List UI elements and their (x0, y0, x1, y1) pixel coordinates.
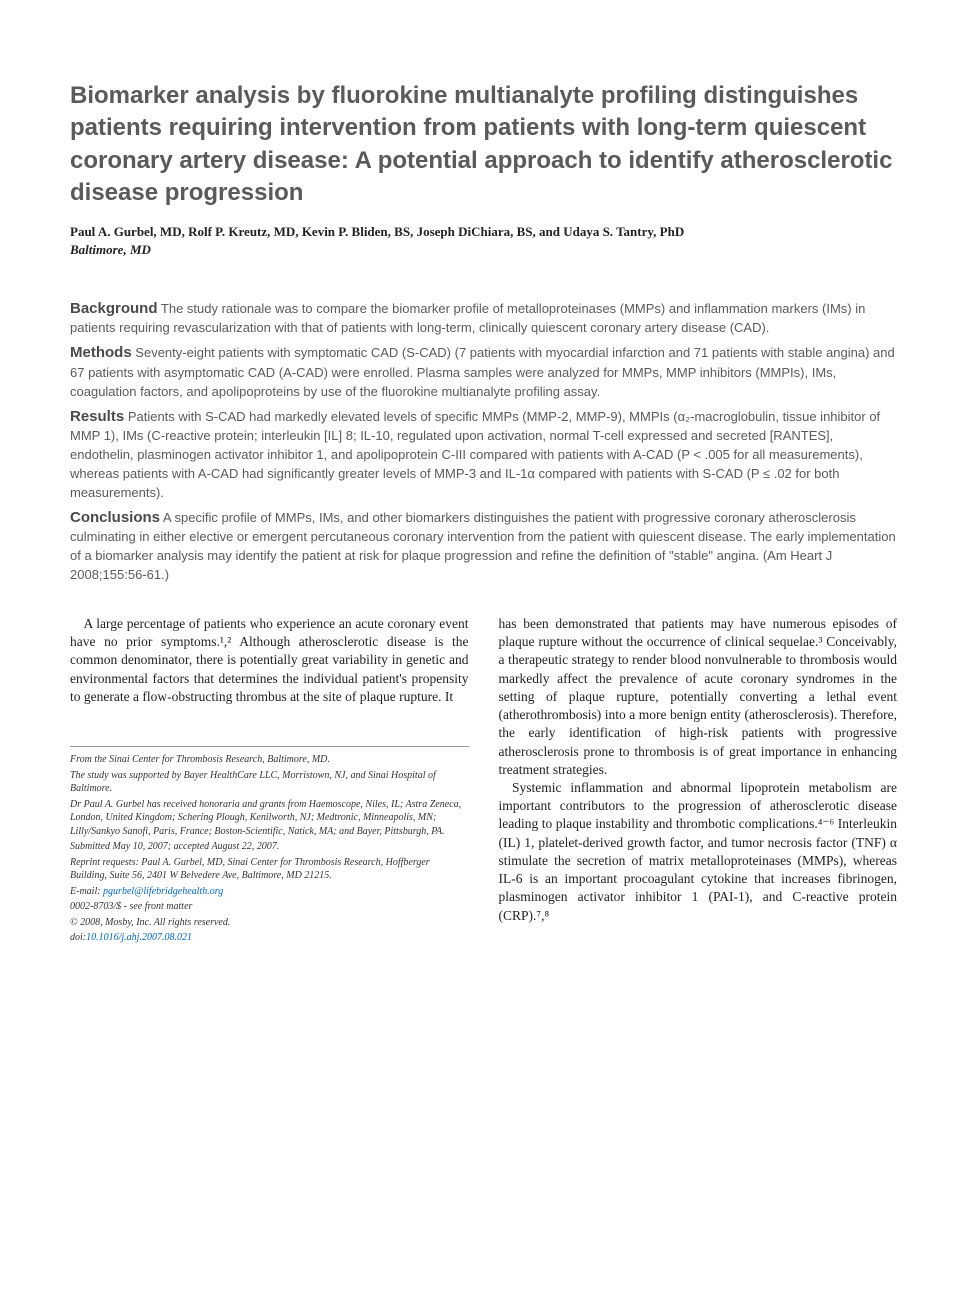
footnote-disclosure: Dr Paul A. Gurbel has received honoraria… (70, 798, 469, 839)
abstract-methods-label: Methods (70, 344, 132, 361)
body-paragraph: A large percentage of patients who exper… (70, 615, 469, 706)
abstract: Background The study rationale was to co… (70, 298, 897, 585)
column-left: A large percentage of patients who exper… (70, 615, 469, 947)
body-text: A large percentage of patients who exper… (70, 615, 897, 947)
affiliation: Baltimore, MD (70, 242, 897, 258)
abstract-results-label: Results (70, 408, 124, 425)
footnote-issn: 0002-8703/$ - see front matter (70, 900, 469, 914)
authors-line: Paul A. Gurbel, MD, Rolf P. Kreutz, MD, … (70, 224, 897, 240)
abstract-background-text: The study rationale was to compare the b… (70, 301, 865, 336)
abstract-conclusions-text: A specific profile of MMPs, IMs, and oth… (70, 510, 896, 582)
footnote-dates: Submitted May 10, 2007; accepted August … (70, 840, 469, 854)
abstract-results-text: Patients with S-CAD had markedly elevate… (70, 409, 880, 500)
footnote-email-label: E-mail: (70, 886, 103, 897)
abstract-conclusions-label: Conclusions (70, 509, 160, 526)
footnote-email: E-mail: pgurbel@lifebridgehealth.org (70, 885, 469, 899)
abstract-background: Background The study rationale was to co… (70, 298, 897, 339)
footnote-copyright: © 2008, Mosby, Inc. All rights reserved. (70, 916, 469, 930)
footnote-support: The study was supported by Bayer HealthC… (70, 769, 469, 796)
footnote-affiliation: From the Sinai Center for Thrombosis Res… (70, 753, 469, 767)
abstract-methods-text: Seventy-eight patients with symptomatic … (70, 345, 895, 399)
footnote-doi: doi:10.1016/j.ahj.2007.08.021 (70, 931, 469, 945)
footnote-doi-link[interactable]: 10.1016/j.ahj.2007.08.021 (86, 932, 192, 943)
footnotes: From the Sinai Center for Thrombosis Res… (70, 746, 469, 945)
column-right: has been demonstrated that patients may … (499, 615, 898, 947)
body-paragraph: has been demonstrated that patients may … (499, 615, 898, 779)
footnote-reprint: Reprint requests: Paul A. Gurbel, MD, Si… (70, 856, 469, 883)
body-paragraph: Systemic inflammation and abnormal lipop… (499, 779, 898, 925)
abstract-results: Results Patients with S-CAD had markedly… (70, 406, 897, 503)
footnote-doi-label: doi: (70, 932, 86, 943)
abstract-conclusions: Conclusions A specific profile of MMPs, … (70, 507, 897, 585)
abstract-background-label: Background (70, 300, 158, 317)
article-title: Biomarker analysis by fluorokine multian… (70, 80, 897, 210)
abstract-methods: Methods Seventy-eight patients with symp… (70, 342, 897, 401)
footnote-email-link[interactable]: pgurbel@lifebridgehealth.org (103, 886, 223, 897)
